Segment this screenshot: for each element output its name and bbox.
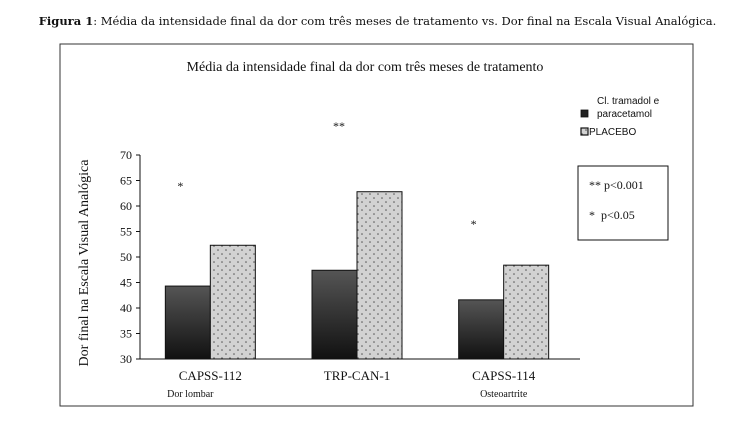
bars-group xyxy=(164,191,550,360)
y-axis: 30 35 40 45 50 55 60 65 70 xyxy=(120,148,141,366)
bar-treatment-trp-can-1 xyxy=(311,269,358,360)
legend-label-1-line-2: paracetamol xyxy=(597,109,652,120)
legend-label-1-line-1: Cl. tramadol e xyxy=(597,96,660,107)
figure-caption: Figura 1: Média da intensidade final da … xyxy=(0,14,755,28)
note-2: * p<0.05 xyxy=(589,208,635,222)
bar-placebo-capss-112 xyxy=(209,244,256,360)
y-tick-label: 65 xyxy=(120,174,132,188)
y-tick-label: 30 xyxy=(120,352,132,366)
significance-mark: ** xyxy=(333,119,345,133)
y-tick-label: 40 xyxy=(120,301,132,315)
legend-swatch-2 xyxy=(580,127,589,136)
bar-placebo-trp-can-1 xyxy=(356,191,403,360)
bar-treatment-capss-114 xyxy=(458,299,505,360)
figure-caption-label: Figura 1 xyxy=(38,14,94,28)
note-1: ** p<0.001 xyxy=(589,178,644,192)
legend-label-2: PLACEBO xyxy=(589,127,636,138)
bar-placebo-capss-114 xyxy=(503,264,550,360)
y-tick-label: 45 xyxy=(120,276,132,290)
y-tick-label: 70 xyxy=(120,148,132,162)
y-tick-label: 60 xyxy=(120,199,132,213)
x-category-sublabel: Osteoartrite xyxy=(480,389,528,400)
significance-mark: * xyxy=(471,217,477,231)
chart-title: Média da intensidade final da dor com tr… xyxy=(187,60,544,75)
figure-caption-text: : Média da intensidade final da dor com … xyxy=(93,14,717,28)
significance-mark: * xyxy=(177,179,183,193)
x-tick-labels: CAPSS-112 Dor lombar TRP-CAN-1 CAPSS-114 Ost… xyxy=(167,368,536,400)
y-tick-label: 55 xyxy=(120,225,132,239)
bar-treatment-capss-112 xyxy=(164,285,211,360)
note-box-frame xyxy=(577,165,669,241)
x-tick-label: CAPSS-112 xyxy=(179,368,242,383)
y-tick-label: 50 xyxy=(120,250,132,264)
legend: Cl. tramadol e paracetamol PLACEBO xyxy=(580,96,660,138)
y-tick-label: 35 xyxy=(120,327,132,341)
significance-marks: **** xyxy=(177,119,476,231)
x-category-sublabel: Dor lombar xyxy=(167,389,214,400)
x-tick-label: TRP-CAN-1 xyxy=(324,368,390,383)
y-axis-label: Dor final na Escala Visual Analógica xyxy=(77,159,92,367)
x-tick-label: CAPSS-114 xyxy=(472,368,536,383)
legend-swatch-1 xyxy=(580,109,589,118)
significance-note-box: ** p<0.001 * p<0.05 xyxy=(577,165,669,241)
